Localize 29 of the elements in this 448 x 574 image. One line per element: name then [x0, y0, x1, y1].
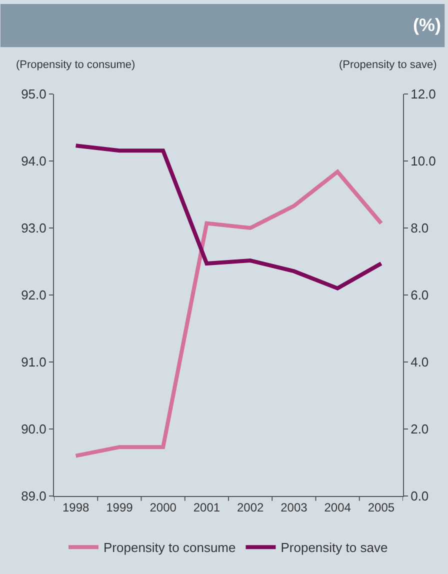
y-tick-label: 89.0: [21, 488, 46, 504]
y-tick-label: 94.0: [21, 154, 46, 169]
x-tick-label: 1998: [62, 500, 90, 514]
y2-tick-label: 6.0: [410, 288, 429, 303]
y2-tick-label: 8.0: [410, 220, 429, 236]
x-tick-label: 1999: [106, 500, 134, 514]
x-tick-label: 2005: [368, 500, 395, 514]
y-tick-label: 91.0: [21, 354, 46, 370]
y-tick-label: 93.0: [21, 220, 46, 236]
line-series: [74, 170, 384, 458]
y-tick-label: 90.0: [21, 422, 46, 437]
y2-tick-label: 2.0: [410, 422, 429, 437]
line-series: [74, 144, 384, 290]
legend-label: Propensity to consume: [104, 540, 236, 556]
chart-subtitle: (%): [413, 15, 441, 35]
y2-tick-label: 12.0: [410, 86, 436, 102]
x-tick-label: 2003: [280, 500, 308, 514]
y2-tick-label: 10.0: [410, 154, 436, 169]
x-tick-label: 2000: [150, 500, 177, 514]
y2-tick-label: 4.0: [410, 354, 429, 370]
y2-tick-label: 0.0: [410, 488, 429, 504]
y-tick-label: 92.0: [21, 288, 46, 303]
y-tick-label: 95.0: [21, 86, 46, 102]
x-tick-label: 2004: [324, 500, 352, 514]
x-tick-label: 2002: [236, 500, 264, 514]
x-tick-label: 2001: [193, 500, 220, 514]
y2-axis-title: (Propensity to save): [339, 59, 437, 71]
y-axis-title: (Propensity to consume): [16, 59, 136, 71]
legend-label: Propensity to save: [280, 540, 388, 556]
